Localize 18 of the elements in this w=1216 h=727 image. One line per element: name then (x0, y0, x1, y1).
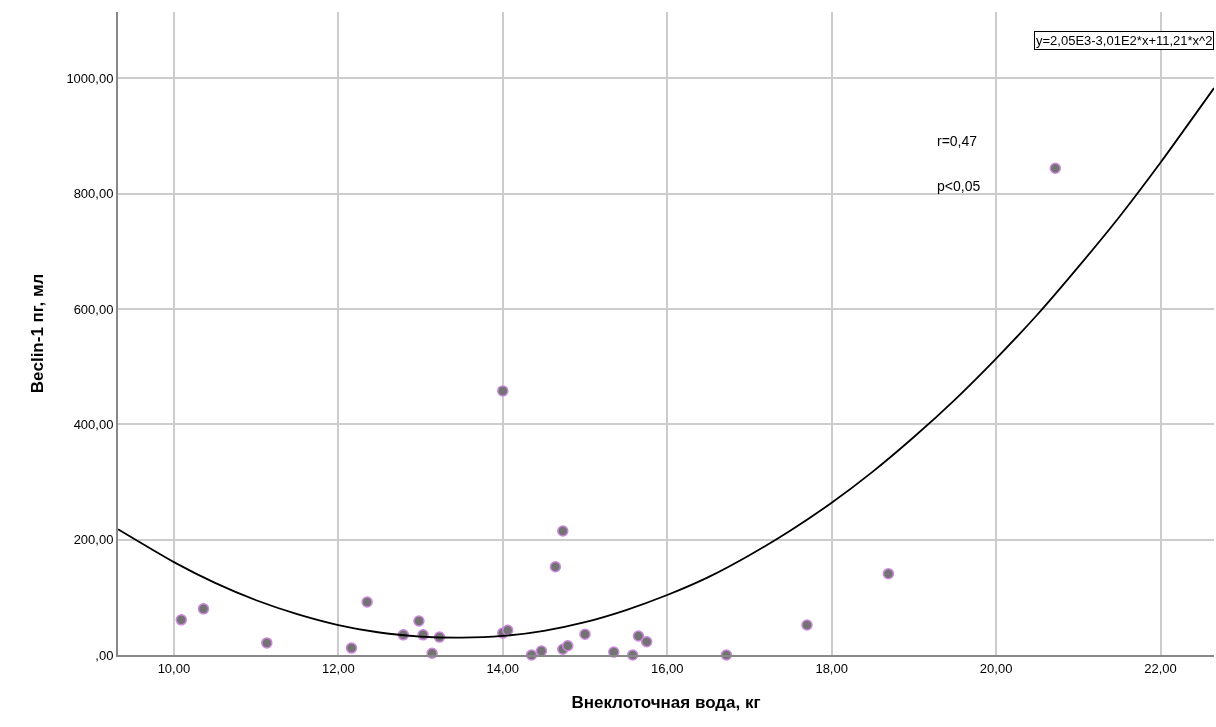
x-tick-label: 20,00 (979, 660, 1013, 676)
x-tick-label: 12,00 (322, 660, 355, 676)
y-tick-label: 600,00 (73, 301, 114, 317)
x-axis-title: Внеклоточная вода, кг (571, 693, 761, 713)
x-tick-label: 22,00 (1144, 660, 1177, 676)
x-tick-label: 16,00 (650, 660, 684, 676)
x-tick-label: 14,00 (486, 660, 520, 676)
y-axis-title: Beclin-1 пг, мл (28, 273, 48, 394)
y-tick-label: 200,00 (73, 532, 114, 548)
y-tick-label: 1000,00 (66, 70, 114, 86)
x-tick-label: 10,00 (157, 660, 191, 676)
x-tick-label: 18,00 (815, 660, 848, 676)
y-tick-label: 400,00 (73, 416, 114, 432)
annotation: r=0,47 (937, 133, 978, 149)
annotation: y=2,05E3-3,01E2*x+11,21*x^2 (1036, 33, 1213, 48)
y-tick-label: ,00 (95, 647, 114, 663)
y-tick-label: 800,00 (73, 186, 114, 202)
annotation: p<0,05 (937, 178, 981, 194)
